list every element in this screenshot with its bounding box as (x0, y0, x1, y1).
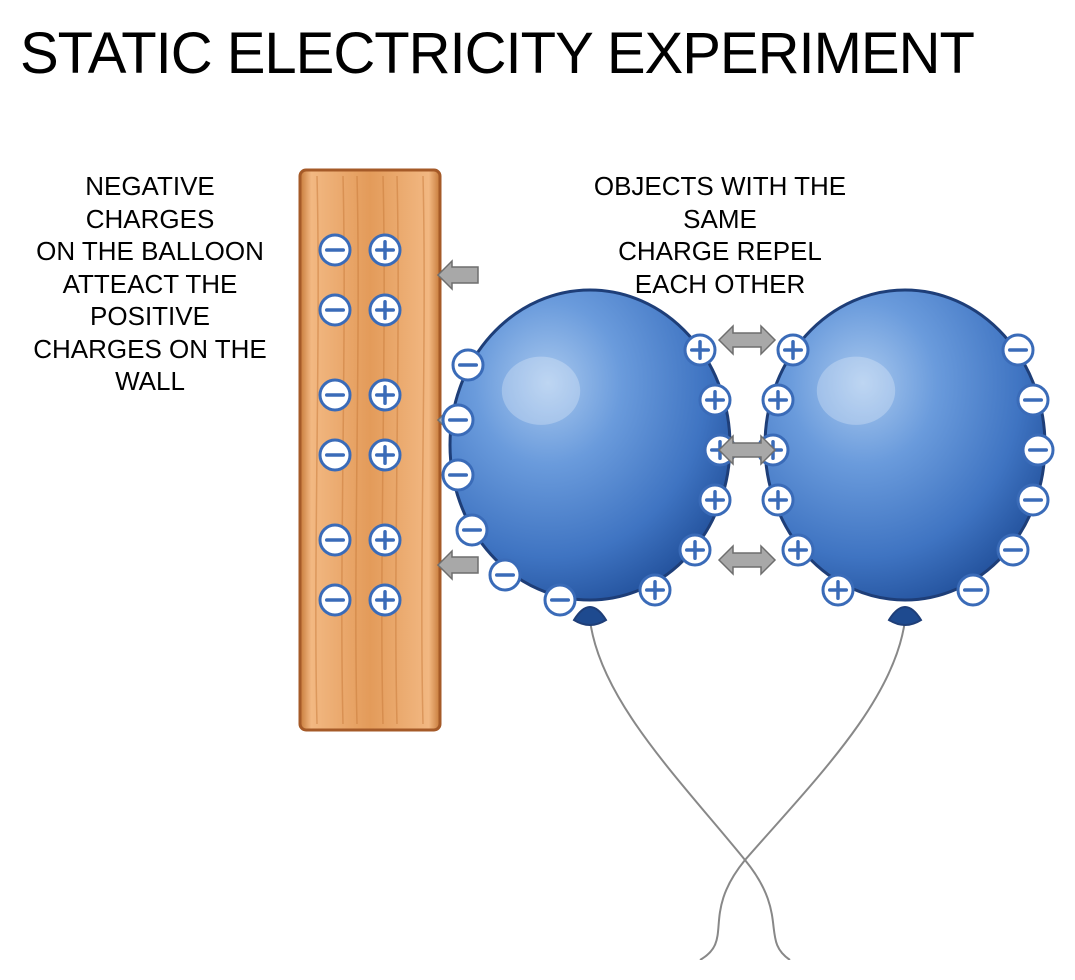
balloon-strings (590, 620, 905, 960)
page-title: STATIC ELECTRICITY EXPERIMENT (20, 20, 974, 87)
diagram-stage (0, 140, 1075, 960)
repel-arrows (719, 326, 775, 574)
